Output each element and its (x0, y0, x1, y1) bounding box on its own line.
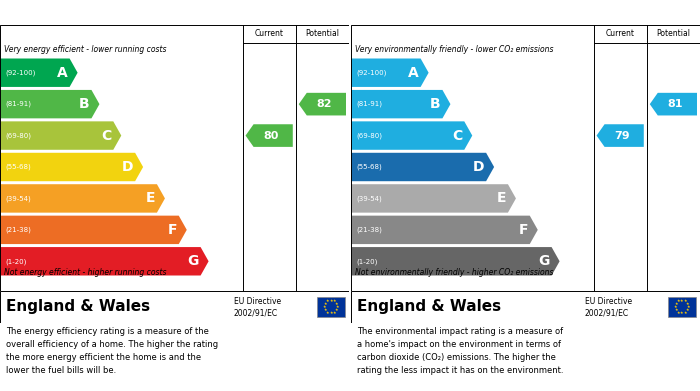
Text: (39-54): (39-54) (5, 195, 31, 202)
Text: ★: ★ (675, 308, 678, 312)
Text: (39-54): (39-54) (356, 195, 382, 202)
Text: G: G (187, 254, 199, 268)
Text: E: E (146, 192, 155, 205)
Text: ★: ★ (326, 300, 330, 303)
Text: ★: ★ (332, 300, 336, 303)
Text: D: D (122, 160, 133, 174)
Text: (69-80): (69-80) (5, 132, 31, 139)
Text: F: F (518, 223, 528, 237)
Text: ★: ★ (323, 302, 327, 306)
Text: ★: ★ (677, 300, 680, 303)
Text: ★: ★ (680, 311, 684, 316)
Text: F: F (167, 223, 177, 237)
Text: Not energy efficient - higher running costs: Not energy efficient - higher running co… (4, 268, 167, 277)
Text: (55-68): (55-68) (5, 164, 31, 170)
Polygon shape (351, 90, 450, 118)
Text: (21-38): (21-38) (356, 227, 382, 233)
Text: Very energy efficient - lower running costs: Very energy efficient - lower running co… (4, 45, 167, 54)
Text: The environmental impact rating is a measure of
a home's impact on the environme: The environmental impact rating is a mea… (357, 327, 564, 375)
Text: Energy Efficiency Rating: Energy Efficiency Rating (8, 6, 181, 19)
Text: Potential: Potential (305, 29, 340, 38)
Text: E: E (496, 192, 506, 205)
Polygon shape (0, 90, 99, 118)
Polygon shape (351, 216, 538, 244)
Text: (69-80): (69-80) (356, 132, 382, 139)
Text: ★: ★ (683, 310, 687, 314)
Text: A: A (57, 66, 68, 80)
Text: A: A (408, 66, 419, 80)
Polygon shape (351, 247, 559, 276)
Text: C: C (101, 129, 111, 143)
Text: EU Directive
2002/91/EC: EU Directive 2002/91/EC (234, 297, 281, 317)
Text: (92-100): (92-100) (5, 70, 36, 76)
Text: ★: ★ (329, 311, 332, 316)
Polygon shape (0, 153, 143, 181)
Text: (81-91): (81-91) (356, 101, 382, 108)
Text: Very environmentally friendly - lower CO₂ emissions: Very environmentally friendly - lower CO… (355, 45, 554, 54)
Text: (81-91): (81-91) (5, 101, 31, 108)
Text: England & Wales: England & Wales (357, 300, 501, 314)
Text: ★: ★ (329, 299, 332, 303)
Text: ★: ★ (686, 302, 690, 306)
Text: ★: ★ (675, 302, 678, 306)
Bar (668, 297, 696, 317)
Text: (1-20): (1-20) (5, 258, 27, 265)
Text: Current: Current (606, 29, 635, 38)
Text: ★: ★ (326, 310, 330, 314)
Polygon shape (0, 59, 78, 87)
Polygon shape (351, 184, 516, 213)
Text: Potential: Potential (657, 29, 690, 38)
Text: (55-68): (55-68) (356, 164, 382, 170)
Polygon shape (0, 216, 187, 244)
Text: G: G (538, 254, 550, 268)
Text: ★: ★ (674, 305, 678, 309)
Polygon shape (0, 121, 121, 150)
Text: ★: ★ (335, 302, 338, 306)
Bar (317, 297, 345, 317)
Polygon shape (351, 121, 472, 150)
Text: ★: ★ (680, 299, 684, 303)
Text: (92-100): (92-100) (356, 70, 386, 76)
Text: 79: 79 (615, 131, 630, 141)
Text: ★: ★ (335, 308, 338, 312)
Text: 82: 82 (316, 99, 332, 109)
Text: The energy efficiency rating is a measure of the
overall efficiency of a home. T: The energy efficiency rating is a measur… (6, 327, 218, 375)
Text: (1-20): (1-20) (356, 258, 377, 265)
Text: ★: ★ (686, 308, 690, 312)
Text: England & Wales: England & Wales (6, 300, 150, 314)
Text: C: C (452, 129, 462, 143)
Polygon shape (650, 93, 697, 115)
Text: B: B (430, 97, 440, 111)
Polygon shape (0, 184, 165, 213)
Text: D: D (473, 160, 484, 174)
Polygon shape (596, 124, 644, 147)
Text: ★: ★ (677, 310, 680, 314)
Text: ★: ★ (323, 305, 326, 309)
Text: (21-38): (21-38) (5, 227, 31, 233)
Polygon shape (299, 93, 346, 115)
Polygon shape (351, 59, 428, 87)
Text: ★: ★ (323, 308, 327, 312)
Text: Environmental Impact (CO₂) Rating: Environmental Impact (CO₂) Rating (360, 6, 606, 19)
Text: Not environmentally friendly - higher CO₂ emissions: Not environmentally friendly - higher CO… (355, 268, 554, 277)
Text: 81: 81 (668, 99, 683, 109)
Text: B: B (79, 97, 90, 111)
Polygon shape (246, 124, 293, 147)
Polygon shape (0, 247, 209, 276)
Polygon shape (351, 153, 494, 181)
Text: ★: ★ (683, 300, 687, 303)
Text: EU Directive
2002/91/EC: EU Directive 2002/91/EC (584, 297, 632, 317)
Text: Current: Current (255, 29, 284, 38)
Text: ★: ★ (687, 305, 690, 309)
Text: ★: ★ (336, 305, 339, 309)
Text: 80: 80 (263, 131, 279, 141)
Text: ★: ★ (332, 310, 336, 314)
